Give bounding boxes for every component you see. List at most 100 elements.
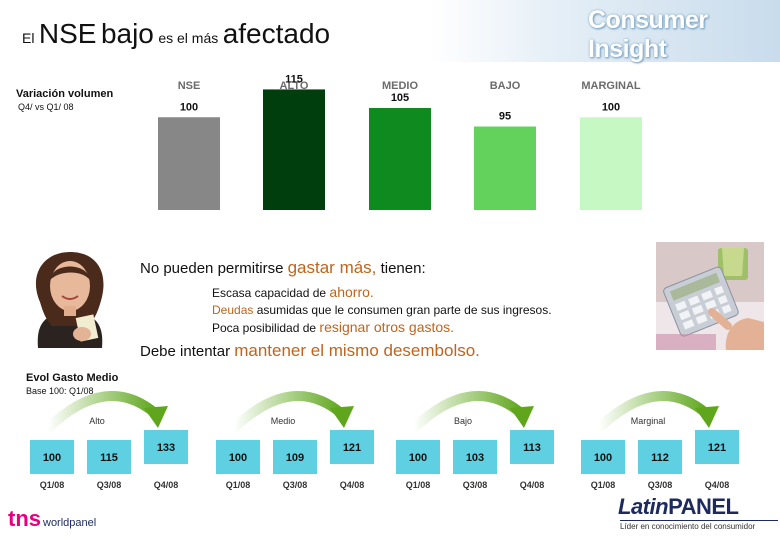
group-label-marginal: Marginal (631, 416, 666, 426)
value-box-alto-q4-08 (144, 430, 188, 464)
category-label-alto: ALTO (280, 80, 309, 92)
value-box-alto-q3-08 (87, 440, 131, 474)
spend-chart-subtitle: Base 100: Q1/08 (26, 386, 94, 396)
value-box-medio-q3-08 (273, 440, 317, 474)
period-label-bajo-2: Q4/08 (520, 480, 545, 490)
bar-medio (369, 107, 431, 210)
period-label-medio-0: Q1/08 (226, 480, 251, 490)
title-part-5: afectado (222, 18, 331, 49)
period-label-alto-1: Q3/08 (97, 480, 122, 490)
category-label-marginal: MARGINAL (581, 80, 641, 92)
brand-logo: Consumer Insight (588, 6, 708, 63)
s5-b: mantener el mismo desembolso. (234, 341, 480, 360)
s3-a: Deudas (212, 303, 254, 317)
volume-chart-subtitle: Q4/ vs Q1/ 08 (18, 102, 74, 112)
bar-alto (263, 89, 325, 210)
woman-with-card-photo (18, 244, 122, 348)
tns-logo-text: tns (8, 506, 41, 531)
value-label-marginal-0: 100 (594, 452, 612, 464)
s2-a: Escasa capacidad de (212, 286, 327, 300)
value-label-medio-2: 121 (343, 442, 361, 454)
latinpanel-tagline: Líder en conocimiento del consumidor (620, 520, 778, 531)
value-label-medio-1: 109 (286, 452, 304, 464)
value-label-bajo-2: 113 (523, 442, 541, 454)
title-part-3: bajo (100, 18, 154, 49)
s2-b: ahorro. (329, 284, 374, 300)
value-box-marginal-q4-08 (695, 430, 739, 464)
latinpanel-name: LatinPANEL (618, 494, 778, 520)
statement-line-3: Deudas asumidas que le consumen gran par… (212, 302, 660, 319)
trend-arrow-alto (43, 391, 161, 433)
slide-title: El NSE bajo es el más afectado (22, 18, 330, 50)
value-box-alto-q1-08 (30, 440, 74, 474)
value-label-nse: 100 (180, 101, 198, 113)
s4-a: Poca posibilidad de (212, 321, 317, 335)
value-box-medio-q4-08 (330, 430, 374, 464)
bar-nse (158, 117, 220, 210)
title-part-4: es el más (158, 30, 219, 46)
trend-arrow-head-marginal (695, 406, 719, 428)
value-box-medio-q1-08 (216, 440, 260, 474)
group-label-alto: Alto (89, 416, 105, 426)
group-label-bajo: Bajo (454, 416, 472, 426)
period-label-marginal-1: Q3/08 (648, 480, 673, 490)
trend-arrow-bajo (409, 391, 527, 433)
spend-chart-title: Evol Gasto Medio (26, 372, 119, 384)
period-label-alto-0: Q1/08 (40, 480, 65, 490)
value-label-medio-0: 100 (229, 452, 247, 464)
value-label-bajo: 95 (499, 111, 511, 123)
latin-text: Latin (618, 494, 669, 519)
statement-line-4: Poca posibilidad de resignar otros gasto… (212, 319, 660, 337)
value-label-marginal: 100 (602, 101, 620, 113)
category-label-nse: NSE (178, 80, 201, 92)
title-part-2: NSE (38, 18, 97, 49)
value-label-alto-1: 115 (100, 452, 118, 464)
period-label-bajo-0: Q1/08 (406, 480, 431, 490)
s1-a: No pueden permitirse (140, 260, 284, 277)
title-part-1: El (22, 30, 35, 46)
value-label-marginal-1: 112 (651, 452, 669, 464)
category-label-bajo: BAJO (490, 80, 521, 92)
volume-chart-title: Variación volumen (16, 88, 114, 100)
header-band (0, 0, 780, 62)
trend-arrow-head-medio (330, 406, 354, 428)
period-label-alto-2: Q4/08 (154, 480, 179, 490)
trend-arrow-medio (229, 391, 347, 433)
group-label-medio: Medio (271, 416, 296, 426)
period-label-medio-2: Q4/08 (340, 480, 365, 490)
panel-text: PANEL (668, 494, 739, 519)
value-box-bajo-q3-08 (453, 440, 497, 474)
statement-line-2: Escasa capacidad de ahorro. (212, 284, 660, 302)
bar-bajo (474, 126, 536, 210)
value-box-marginal-q1-08 (581, 440, 625, 474)
calculator-hand-photo (656, 242, 764, 350)
latinpanel-logo: LatinPANEL Líder en conocimiento del con… (618, 494, 778, 531)
value-label-alto: 115 (285, 73, 303, 85)
value-box-bajo-q1-08 (396, 440, 440, 474)
s5-a: Debe intentar (140, 343, 231, 360)
tns-worldpanel-logo: tns worldpanel (8, 506, 96, 532)
value-label-alto-0: 100 (43, 452, 61, 464)
trend-arrow-head-alto (144, 406, 168, 428)
value-label-marginal-2: 121 (708, 442, 726, 454)
period-label-marginal-0: Q1/08 (591, 480, 616, 490)
s4-b: resignar otros gastos. (319, 319, 455, 335)
value-label-alto-2: 133 (157, 442, 175, 454)
bar-marginal (580, 117, 642, 210)
value-box-marginal-q3-08 (638, 440, 682, 474)
trend-arrow-head-bajo (510, 406, 534, 428)
category-label-medio: MEDIO (382, 80, 419, 92)
s1-b: gastar más, (287, 258, 377, 277)
statement-block: No pueden permitirse gastar más, tienen:… (140, 258, 660, 361)
value-box-bajo-q4-08 (510, 430, 554, 464)
s1-c: tienen: (380, 260, 426, 277)
period-label-medio-1: Q3/08 (283, 480, 308, 490)
value-label-medio: 105 (391, 92, 409, 104)
statement-line-1: No pueden permitirse gastar más, tienen: (140, 258, 660, 278)
period-label-marginal-2: Q4/08 (705, 480, 730, 490)
statement-line-5: Debe intentar mantener el mismo desembol… (140, 341, 660, 361)
s3-b: asumidas que le consumen gran parte de s… (256, 303, 552, 317)
trend-arrow-marginal (594, 391, 712, 433)
worldpanel-logo-text: worldpanel (43, 517, 97, 529)
